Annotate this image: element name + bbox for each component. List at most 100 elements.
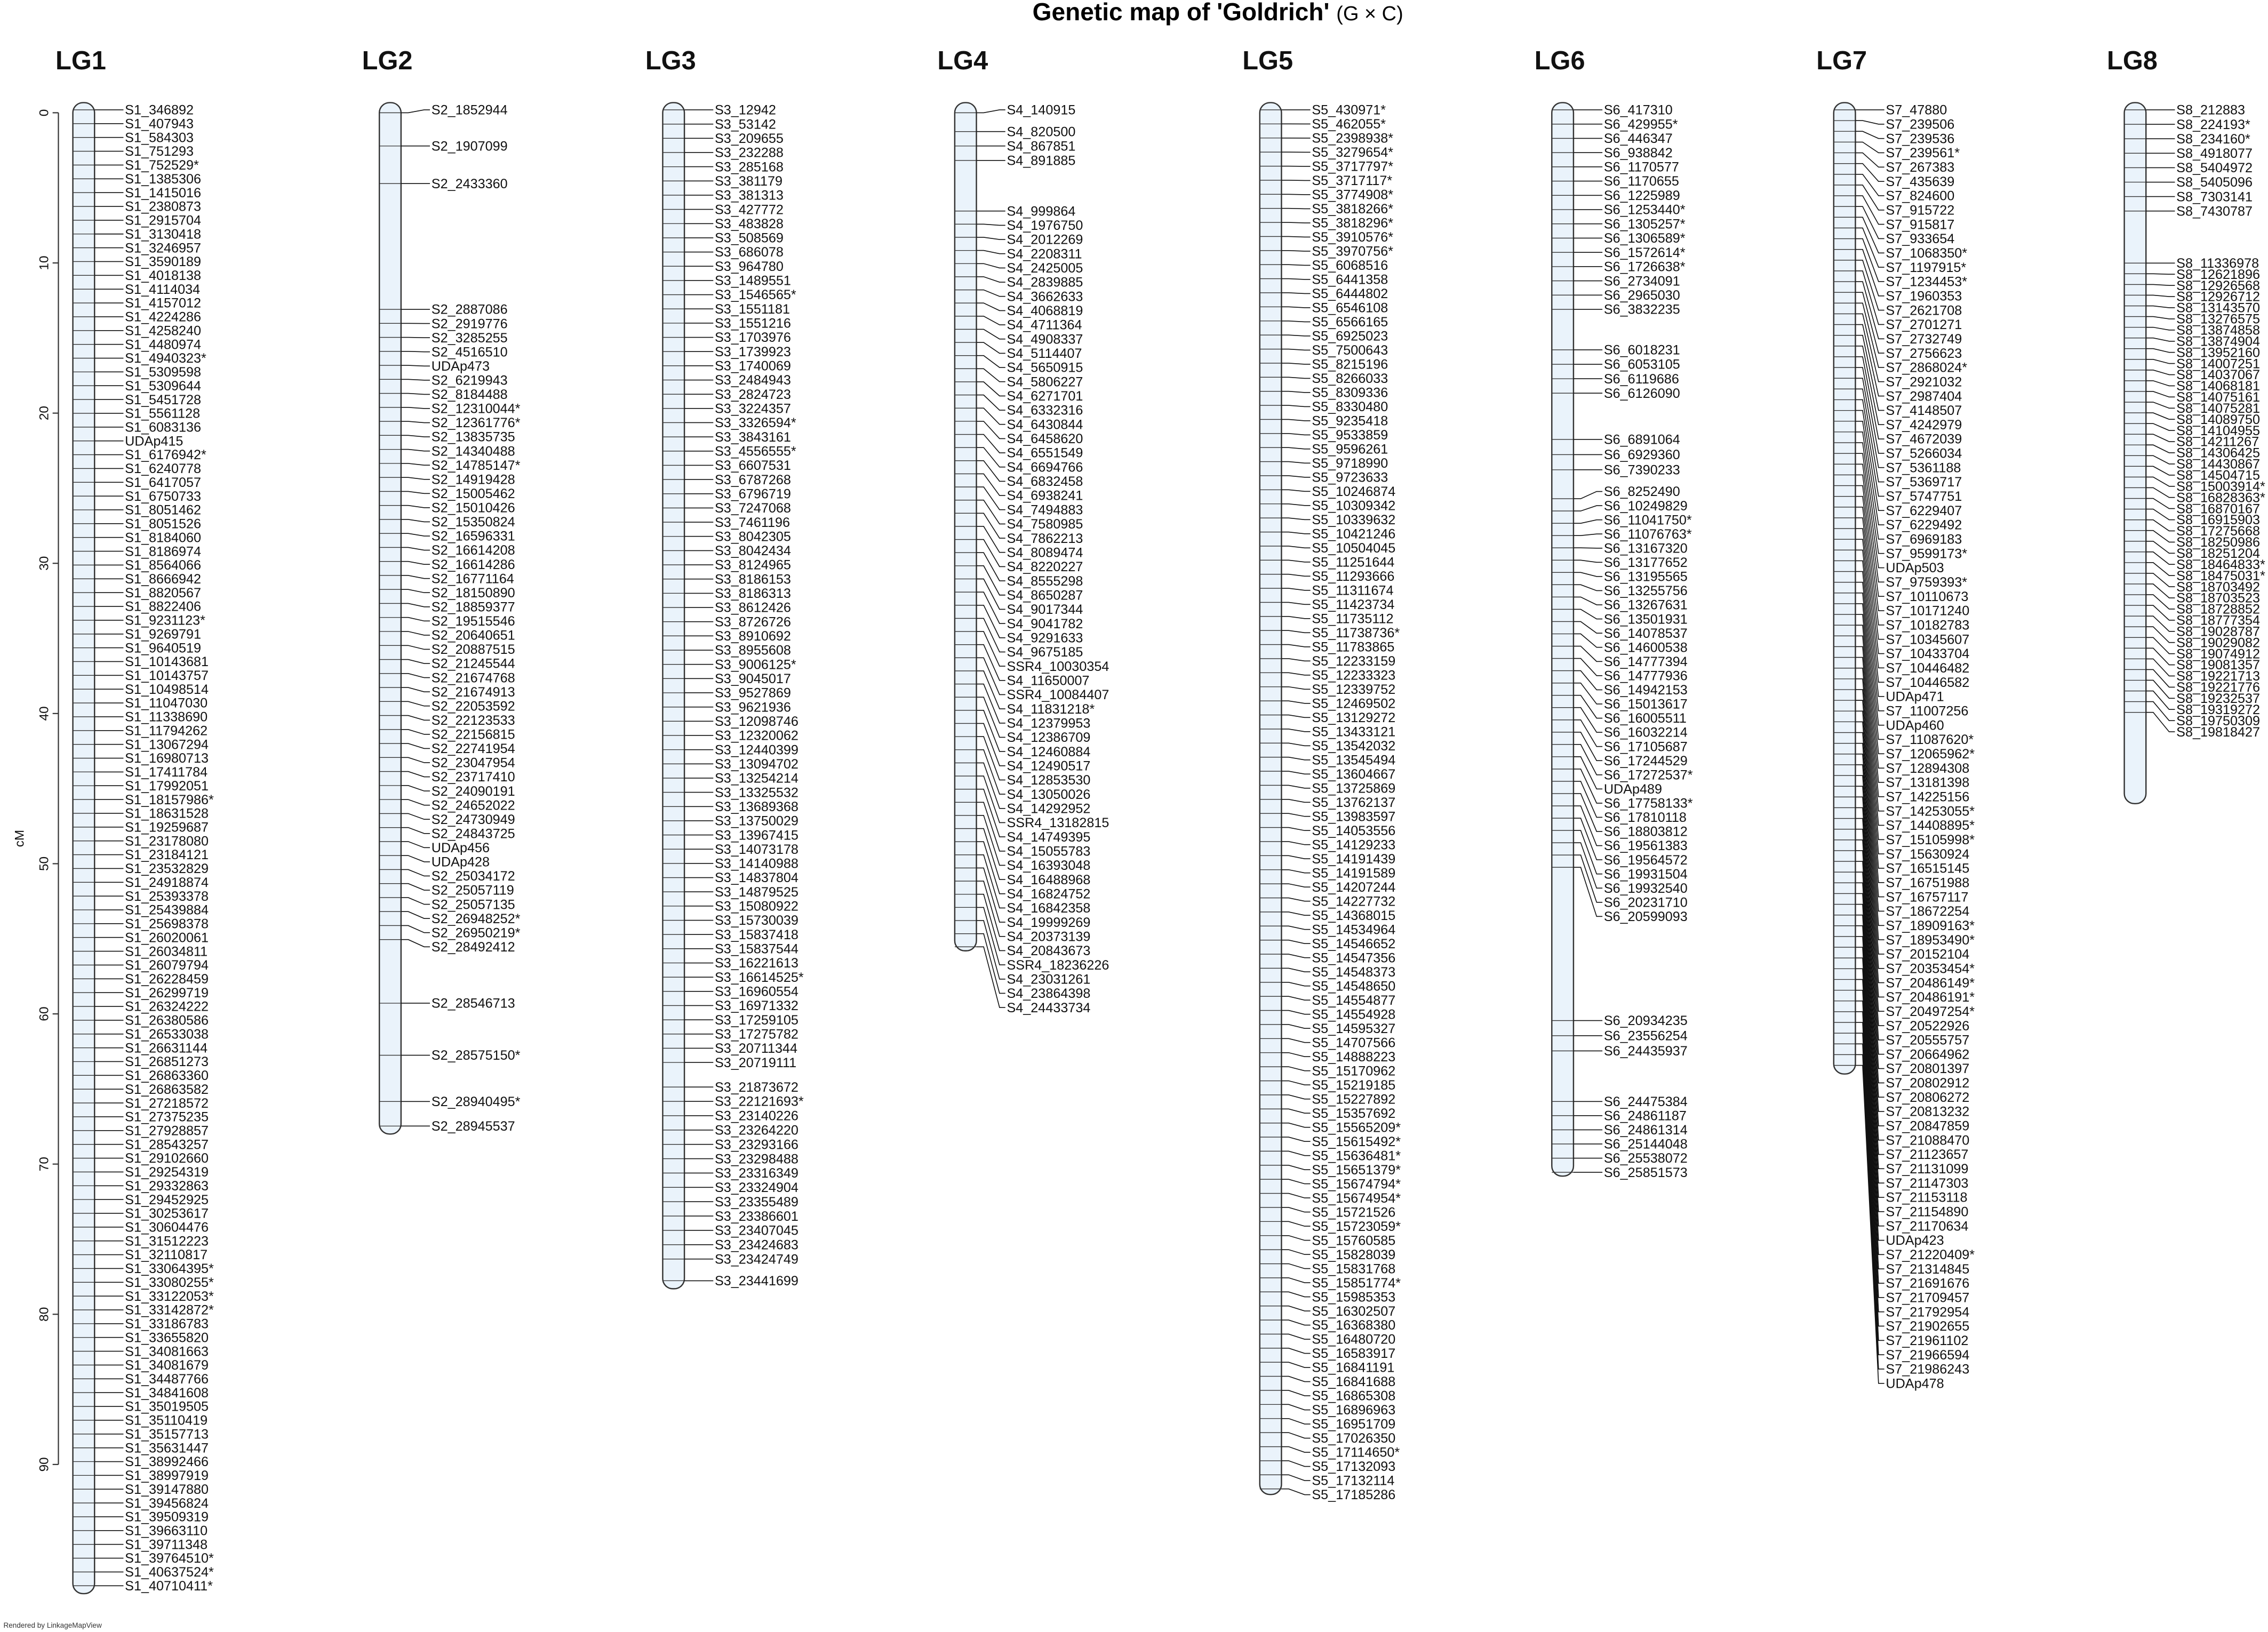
marker-connector (1281, 602, 1311, 605)
marker-label: S7_15105998* (1886, 833, 1975, 847)
marker-connector (976, 854, 1005, 909)
marker-connector (401, 505, 430, 508)
marker-label: S7_20522926 (1886, 1019, 1969, 1034)
marker-label: S5_12233159 (1312, 654, 1395, 669)
marker-label: S2_25057135 (432, 897, 515, 912)
marker-label: S7_20353454* (1886, 961, 1975, 976)
marker-label: S2_21674913 (432, 685, 515, 700)
marker-label: S4_3662633 (1007, 289, 1083, 304)
marker-label: S8_12926568 (2176, 278, 2260, 293)
marker-label: S2_26950219* (432, 925, 521, 940)
marker-label: S1_11794262 (125, 723, 207, 738)
marker-label: S5_11738736* (1312, 626, 1400, 641)
marker-connector (1281, 1221, 1311, 1227)
marker-label: S7_20801397 (1886, 1061, 1969, 1076)
marker-connector (1855, 646, 1884, 826)
marker-connector (1855, 667, 1884, 854)
marker-connector (976, 710, 1005, 752)
marker-label: S3_23324904 (715, 1180, 798, 1195)
marker-label: S5_2398938* (1312, 131, 1393, 146)
marker-label: S1_4018138 (125, 268, 201, 283)
marker-label: S1_34081679 (125, 1358, 209, 1373)
marker-label: S4_891885 (1007, 154, 1075, 169)
marker-label: S1_34841608 (125, 1386, 209, 1401)
marker-label: S5_17114650* (1312, 1445, 1400, 1460)
marker-connector (976, 604, 1005, 638)
marker-label: S7_18953490* (1886, 933, 1975, 948)
marker-label: S3_23441699 (715, 1274, 798, 1289)
marker-connector (976, 881, 1005, 937)
marker-label: S1_8051462 (125, 503, 201, 518)
marker-connector (1855, 474, 1884, 597)
marker-connector (1855, 710, 1884, 912)
marker-connector (1281, 1404, 1311, 1411)
marker-label: S2_16596331 (432, 529, 515, 544)
marker-label: S6_16005511 (1604, 711, 1687, 726)
marker-connector (2146, 594, 2175, 610)
marker-label: S5_13983597 (1312, 809, 1395, 824)
marker-connector (976, 697, 1005, 738)
marker-label: S3_483828 (715, 217, 784, 231)
marker-connector (1573, 719, 1603, 747)
marker-label: S4_7580985 (1007, 517, 1083, 532)
marker-connector (1855, 410, 1884, 511)
marker-label: S5_16480720 (1312, 1332, 1395, 1347)
marker-connector (2146, 562, 2175, 576)
marker-label: S3_508569 (715, 231, 784, 246)
marker-label: S1_8051526 (125, 517, 201, 532)
marker-label: S5_7500643 (1312, 343, 1388, 358)
marker-connector (976, 775, 1005, 823)
marker-connector (1855, 936, 1884, 1212)
marker-label: S1_26863360 (125, 1068, 209, 1083)
marker-label: S6_24861314 (1604, 1123, 1688, 1138)
marker-connector (401, 435, 430, 437)
marker-connector (976, 683, 1005, 724)
marker-connector (1573, 609, 1603, 620)
marker-label: S5_15651379* (1312, 1163, 1401, 1178)
axis-tick-label: 50 (37, 857, 52, 871)
marker-label: S3_381313 (715, 188, 784, 203)
marker-label: S7_21986243 (1886, 1362, 1969, 1377)
marker-connector (401, 729, 430, 735)
marker-connector (2146, 679, 2175, 699)
marker-label: S5_16841191 (1312, 1361, 1394, 1375)
marker-connector (1281, 827, 1311, 831)
marker-connector (1855, 871, 1884, 1126)
marker-label: S5_6925023 (1312, 329, 1388, 344)
linkage-group-lg8: LG8 S8_212883S8_224193*S8_234160*S8_49180… (2107, 46, 2265, 805)
marker-connector (1281, 686, 1311, 690)
marker-label: S2_24090191 (432, 784, 515, 799)
marker-label: S4_8555298 (1007, 574, 1083, 589)
marker-label: S1_4940323* (125, 351, 206, 366)
linkage-group-title: LG1 (55, 46, 106, 75)
marker-label: S5_17132093 (1312, 1459, 1395, 1474)
marker-label: S5_15760585 (1312, 1233, 1395, 1248)
marker-label: UDAp423 (1886, 1233, 1944, 1248)
linkage-group-title: LG4 (937, 46, 988, 75)
marker-label: S5_3717117* (1312, 173, 1392, 188)
marker-label: S7_2756623 (1886, 346, 1962, 361)
marker-connector (976, 368, 1005, 382)
marker-label: S3_23140226 (715, 1109, 798, 1124)
marker-label: S7_915817 (1886, 217, 1954, 232)
marker-label: S5_6546108 (1312, 301, 1388, 316)
marker-label: S2_6219943 (432, 373, 508, 388)
marker-label: S4_8650287 (1007, 588, 1083, 603)
marker-connector (401, 491, 430, 494)
marker-connector (1573, 682, 1603, 705)
marker-connector (1855, 861, 1884, 1112)
marker-label: S3_12942 (715, 103, 776, 118)
marker-connector (1573, 633, 1603, 648)
marker-label: S5_6068516 (1312, 258, 1388, 273)
marker-label: SSR4_10030354 (1007, 659, 1109, 674)
marker-label: S6_429955* (1604, 117, 1678, 132)
marker-label: S8_12926712 (2176, 290, 2260, 305)
linkage-group-title: LG3 (645, 46, 696, 75)
marker-label: S2_8184488 (432, 387, 508, 402)
marker-label: S4_2839885 (1007, 275, 1083, 290)
marker-connector (1855, 775, 1884, 998)
marker-label: S6_16032214 (1604, 725, 1688, 740)
marker-label: S5_11293666 (1312, 569, 1394, 584)
marker-connector (976, 223, 1005, 226)
marker-label: S7_21170634 (1886, 1219, 1968, 1234)
